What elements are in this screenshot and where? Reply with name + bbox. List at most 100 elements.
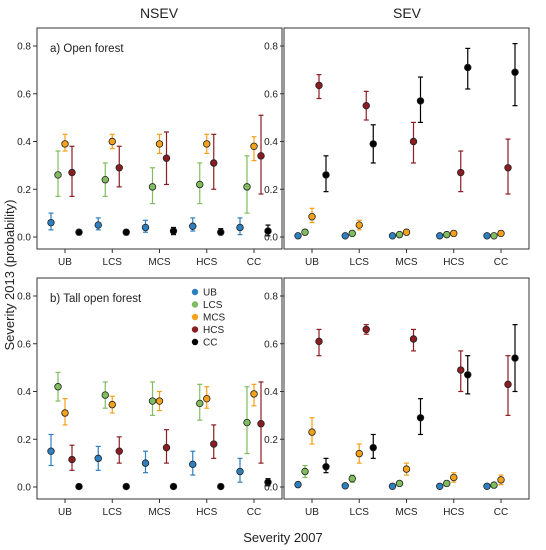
data-point: [148, 183, 157, 191]
x-tick-label: UB: [58, 257, 72, 268]
data-point: [122, 228, 130, 236]
data-point: [155, 140, 164, 148]
data-point: [409, 137, 418, 146]
data-point: [75, 482, 83, 491]
data-point: [243, 183, 251, 191]
data-point: [443, 479, 451, 488]
data-point: [148, 397, 157, 405]
data-point: [355, 449, 363, 458]
panel-frame: [283, 27, 530, 250]
data-point: [436, 232, 444, 240]
data-point: [155, 397, 164, 405]
y-tick-label: 0.0: [17, 483, 31, 494]
data-point: [101, 175, 109, 184]
x-tick-label: HCS: [443, 507, 464, 518]
y-tick-label: 0.8: [17, 292, 31, 303]
data-point: [294, 480, 302, 489]
data-point: [108, 137, 116, 146]
data-point: [162, 154, 171, 162]
y-tick-label: 0.2: [264, 185, 278, 196]
data-point: [402, 465, 411, 473]
data-point: [511, 354, 519, 362]
data-point: [210, 440, 218, 448]
y-tick-label: 0.6: [17, 89, 31, 100]
data-point: [301, 228, 309, 236]
y-tick-label: 0.6: [264, 89, 278, 100]
legend-label: LCS: [203, 300, 223, 311]
data-point: [54, 171, 62, 179]
y-tick-label: 0.0: [264, 233, 278, 244]
x-tick-label: UB: [58, 507, 72, 518]
data-point: [169, 227, 178, 235]
y-tick-label: 0.4: [17, 137, 31, 148]
data-point: [264, 227, 272, 235]
x-tick-label: UB: [305, 507, 319, 518]
series-lcs: [54, 150, 251, 214]
data-point: [61, 140, 69, 148]
series-mcs: [308, 207, 505, 238]
x-tick-label: LCS: [103, 507, 123, 518]
series-cc: [322, 43, 519, 193]
data-point: [257, 152, 265, 160]
data-point: [94, 454, 102, 463]
series-mcs: [308, 417, 505, 486]
panel-frame: [36, 277, 283, 500]
data-point: [115, 164, 123, 172]
data-point: [395, 479, 404, 488]
data-point: [490, 481, 498, 489]
legend-marker: [191, 338, 199, 346]
y-tick-label: 0.0: [264, 483, 278, 494]
data-point: [348, 229, 356, 238]
y-tick-label: 0.6: [17, 339, 31, 350]
legend-marker: [191, 301, 199, 308]
series-hcs: [315, 74, 512, 195]
series-ub: [47, 212, 244, 236]
y-tick-label: 0.4: [264, 387, 278, 398]
legend-label: CC: [203, 338, 217, 349]
series-ub: [294, 232, 491, 240]
column-title-sev: SEV: [393, 5, 422, 21]
data-point: [243, 418, 251, 427]
data-point: [196, 399, 204, 408]
data-point: [308, 428, 316, 436]
data-point: [250, 390, 258, 398]
panel-bottom-left: 0.00.20.40.60.8UB LCS MCS HCS CCb) Tall open…: [17, 277, 283, 518]
legend-marker: [191, 288, 199, 296]
data-point: [250, 142, 258, 150]
data-point: [490, 232, 498, 240]
data-point: [464, 63, 472, 72]
y-tick-label: 0.4: [264, 137, 278, 148]
data-point: [436, 482, 444, 490]
data-point: [47, 447, 55, 455]
data-point: [264, 478, 272, 486]
data-point: [122, 482, 130, 491]
x-tick-label: CC: [494, 257, 508, 268]
series-lcs: [54, 371, 251, 455]
panel-title: a) Open forest: [50, 43, 124, 55]
data-point: [115, 447, 123, 455]
legend-label: UB: [203, 288, 217, 299]
y-axis-title: Severity 2013 (probability): [2, 199, 17, 350]
data-point: [457, 366, 465, 374]
x-tick-label: LCS: [103, 257, 123, 268]
data-point: [409, 335, 418, 343]
data-point: [196, 180, 204, 189]
series-cc: [75, 478, 272, 491]
legend-marker: [191, 326, 199, 333]
data-point: [217, 228, 225, 236]
data-point: [341, 232, 349, 240]
series-ub: [47, 433, 244, 483]
data-point: [315, 81, 323, 90]
y-tick-label: 0.8: [17, 42, 31, 53]
x-tick-label: LCS: [350, 507, 370, 518]
data-point: [416, 97, 425, 105]
column-title-nsev: NSEV: [140, 5, 179, 21]
data-point: [301, 467, 309, 476]
y-tick-label: 0.4: [17, 387, 31, 398]
data-point: [416, 414, 425, 422]
data-point: [355, 221, 363, 229]
series-hcs: [68, 114, 265, 198]
data-point: [348, 474, 356, 483]
data-point: [257, 420, 265, 428]
series-mcs: [61, 383, 258, 426]
